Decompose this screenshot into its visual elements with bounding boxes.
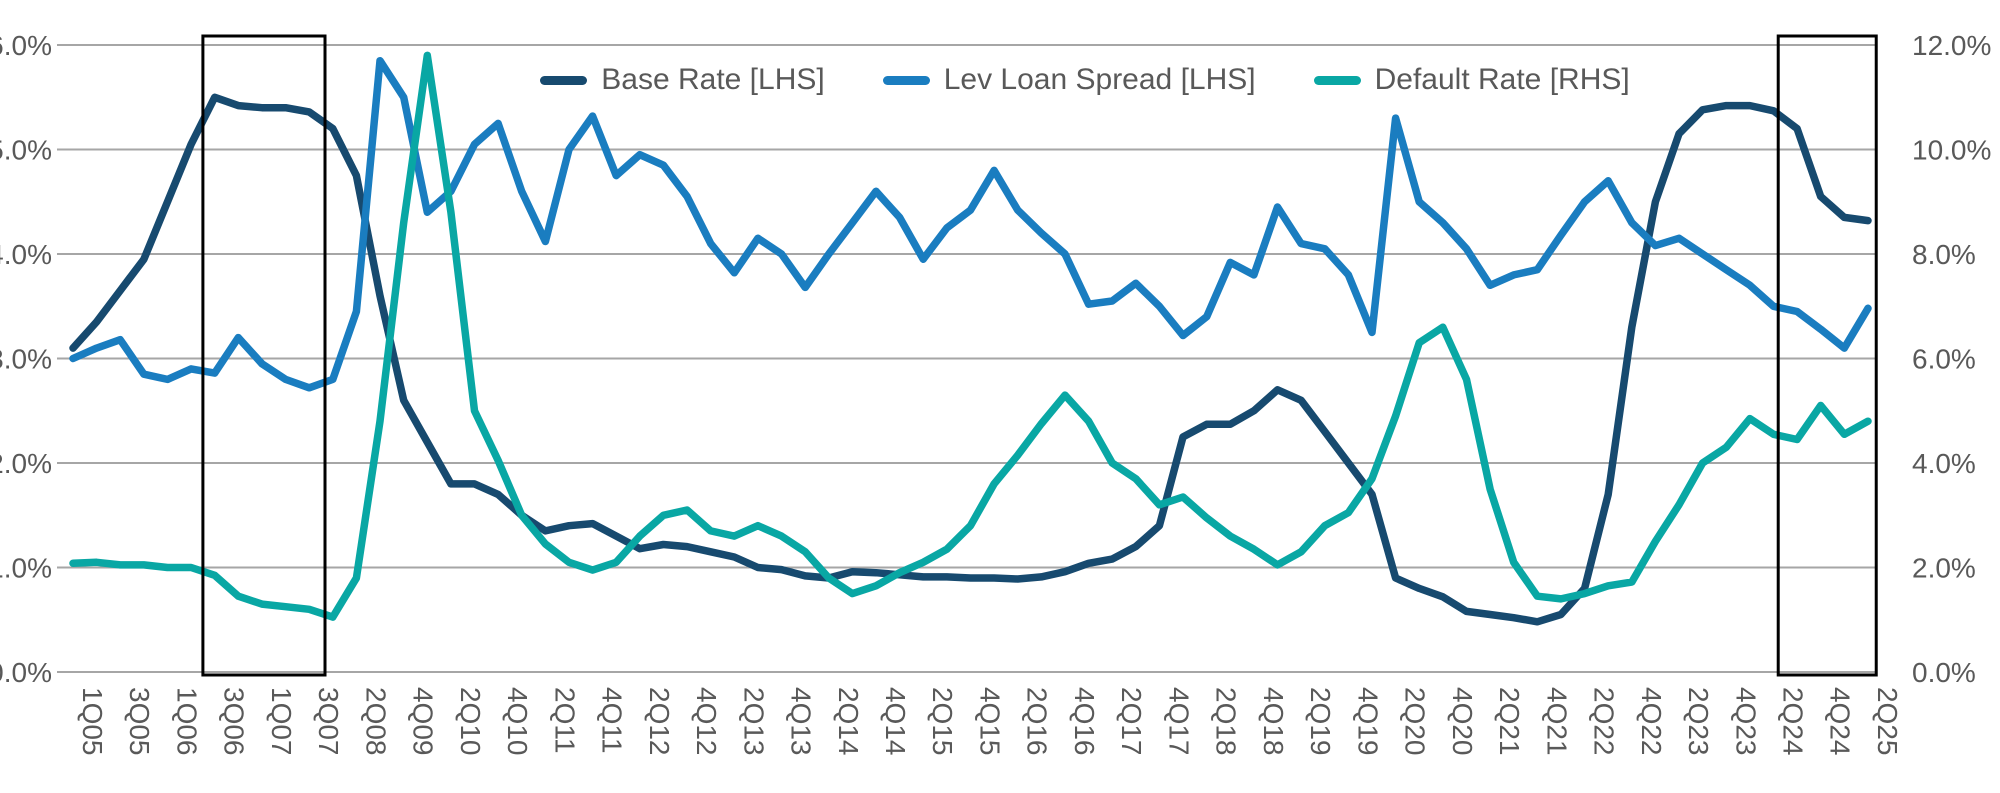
x-axis-tick-label: 2Q16 — [1022, 687, 1053, 756]
x-axis-tick-label: 3Q07 — [313, 687, 344, 756]
x-axis-tick-label: 4Q17 — [1163, 687, 1194, 756]
left-axis-tick-label: 5.0% — [0, 135, 52, 166]
x-axis-tick-label: 2Q20 — [1400, 687, 1431, 756]
x-axis-tick-label: 3Q06 — [219, 687, 250, 756]
left-axis-tick-label: 2.0% — [0, 448, 52, 479]
x-axis-tick-label: 4Q23 — [1730, 687, 1761, 756]
x-axis-tick-label: 2Q15 — [927, 687, 958, 756]
x-axis-tick-label: 3Q05 — [124, 687, 155, 756]
x-axis-tick-label: 2Q21 — [1494, 687, 1525, 756]
x-axis-tick-label: 4Q18 — [1258, 687, 1289, 756]
x-axis-tick-label: 4Q11 — [597, 687, 628, 753]
x-axis-tick-label: 2Q11 — [549, 687, 580, 753]
x-axis-tick-label: 4Q09 — [408, 687, 439, 756]
x-axis-tick-label: 1Q06 — [171, 687, 202, 756]
x-axis-tick-label: 4Q10 — [502, 687, 533, 756]
x-axis-tick-label: 2Q13 — [738, 687, 769, 756]
x-axis-tick-label: 4Q14 — [880, 687, 911, 756]
x-axis-tick-label: 4Q15 — [974, 687, 1005, 756]
right-axis-tick-label: 8.0% — [1912, 239, 1976, 270]
left-axis-tick-label: 4.0% — [0, 239, 52, 270]
x-axis-tick-label: 4Q24 — [1825, 687, 1856, 756]
right-axis-tick-label: 0.0% — [1912, 657, 1976, 688]
right-axis-tick-label: 2.0% — [1912, 553, 1976, 584]
x-axis-tick-label: 2Q22 — [1589, 687, 1620, 756]
left-axis-tick-label: 1.0% — [0, 553, 52, 584]
left-axis-tick-label: 6.0% — [0, 30, 52, 61]
series-line-0 — [69, 93, 1872, 626]
x-axis-tick-label: 2Q18 — [1211, 687, 1242, 756]
right-axis-tick-label: 12.0% — [1912, 30, 1991, 61]
x-axis-tick-label: 4Q19 — [1352, 687, 1383, 756]
x-axis-tick-label: 4Q13 — [786, 687, 817, 756]
left-axis-tick-label: 0.0% — [0, 657, 52, 688]
series-line-2 — [69, 51, 1872, 621]
right-axis-tick-label: 4.0% — [1912, 448, 1976, 479]
highlight-box — [1776, 34, 1878, 677]
x-axis-tick-label: 2Q17 — [1116, 687, 1147, 756]
x-axis-tick-label: 4Q20 — [1447, 687, 1478, 756]
x-axis-tick-label: 2Q10 — [455, 687, 486, 756]
x-axis-tick-label: 4Q21 — [1541, 687, 1572, 756]
series-line-1 — [69, 56, 1872, 392]
right-axis-tick-label: 6.0% — [1912, 344, 1976, 375]
x-axis-tick-label: 1Q07 — [266, 687, 297, 756]
x-axis-tick-label: 2Q08 — [360, 687, 391, 756]
right-axis-tick-label: 10.0% — [1912, 135, 1991, 166]
x-axis-tick-label: 2Q23 — [1683, 687, 1714, 756]
x-axis-tick-label: 1Q05 — [77, 687, 108, 756]
highlight-box — [201, 34, 327, 677]
x-axis-tick-label: 2Q14 — [833, 687, 864, 756]
x-axis-tick-label: 2Q19 — [1305, 687, 1336, 756]
x-axis-tick-label: 4Q12 — [691, 687, 722, 756]
x-axis-tick-label: 4Q16 — [1069, 687, 1100, 756]
x-axis-tick-label: 2Q24 — [1777, 687, 1808, 756]
x-axis-tick-label: 4Q22 — [1636, 687, 1667, 756]
left-axis-tick-label: 3.0% — [0, 344, 52, 375]
x-axis-tick-label: 2Q25 — [1872, 687, 1903, 756]
x-axis-tick-label: 2Q12 — [644, 687, 675, 756]
